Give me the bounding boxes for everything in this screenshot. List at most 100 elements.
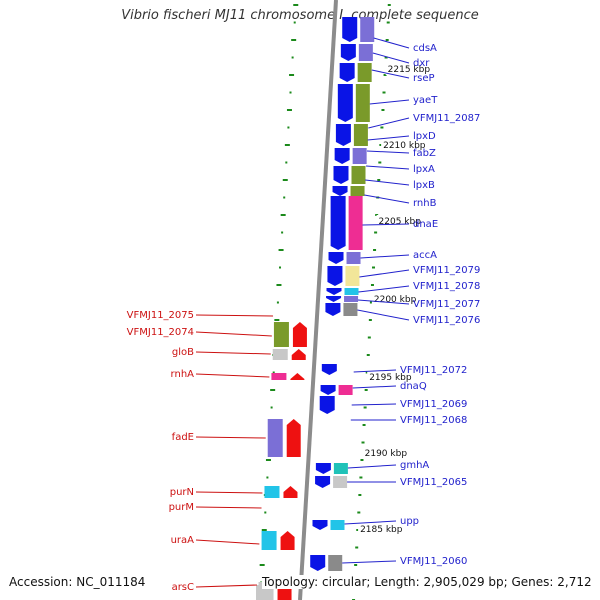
gene-label-vfmj11-2074: VFMJ11_2074 (127, 327, 194, 338)
label-leader (195, 373, 270, 378)
tick-mark (287, 126, 290, 129)
label-leader (195, 491, 263, 494)
label-leader (342, 560, 397, 564)
tick-mark (286, 109, 292, 111)
gene-label-glob: gloB (172, 347, 194, 358)
gene-block (344, 288, 359, 295)
gene-label-dxr: dxr (413, 58, 430, 69)
gene-arrow (326, 296, 342, 302)
gene-block (264, 486, 280, 498)
tick-mark (385, 39, 389, 41)
gene-label-acca: accA (413, 250, 437, 261)
gene-label-uraa: uraA (171, 535, 195, 546)
scale-label: 2215 kbp (388, 65, 431, 75)
tick-mark (380, 126, 384, 129)
label-leader (360, 254, 410, 259)
scale-label-bg (381, 139, 428, 151)
tick-mark (361, 441, 365, 444)
tick-mark (386, 21, 390, 24)
gene-block (355, 84, 370, 122)
gene-block (345, 266, 360, 286)
gene-label-purm: purM (169, 502, 194, 513)
tick-mark (283, 196, 286, 199)
gene-label-rsep: rseP (413, 73, 435, 84)
gene-arrow (315, 476, 331, 488)
gene-label-arsc: arsC (172, 582, 194, 593)
tick-mark (369, 301, 373, 304)
tick-mark (276, 284, 282, 286)
gene-arrow (342, 17, 358, 42)
gene-label-vfmj11-2076: VFMJ11_2076 (413, 315, 480, 326)
tick-mark (378, 161, 382, 164)
tick-mark (360, 459, 364, 461)
label-leader (351, 403, 397, 406)
gene-arrow (312, 520, 328, 530)
gene-block (338, 385, 353, 395)
scale-labels: 2215 kbp 2210 kbp 2205 kbp 2200 kbp 2195 kbp… (358, 63, 432, 535)
gene-label-gmha: gmhA (400, 460, 429, 471)
gene-label-fade: fadE (172, 432, 194, 443)
gene-label-yaet: yaeT (413, 95, 438, 106)
gene-arrow (330, 196, 346, 250)
gene-block (333, 476, 348, 488)
tick-mark (356, 529, 360, 531)
chromosome-backbone (298, 0, 338, 600)
label-leader (369, 99, 410, 105)
gene-arrow (315, 463, 331, 474)
gene-label-dnae: dnaE (413, 219, 438, 230)
gene-label-rnhb: rnhB (413, 198, 437, 209)
label-leader (347, 464, 397, 469)
gene-block (348, 196, 363, 250)
gene-label-vfmj11-2077: VFMJ11_2077 (413, 299, 480, 310)
gene-label-lpxb: lpxB (413, 180, 435, 191)
label-leader (195, 539, 260, 545)
tick-mark (291, 39, 297, 41)
gene-label-vfmj11-2075: VFMJ11_2075 (127, 310, 194, 321)
tick-mark (358, 494, 362, 496)
tick-mark (270, 389, 276, 391)
tick-mark (284, 144, 290, 146)
tick-mark (359, 476, 363, 479)
gene-block (256, 585, 264, 600)
gene-label-lpxa: lpxA (413, 164, 435, 175)
tick-mark (270, 406, 273, 409)
scale-ticks (257, 4, 391, 600)
tick-mark (274, 319, 280, 321)
accession-text: Accession: NC_011184 (9, 575, 146, 589)
gene-block (273, 322, 289, 347)
gene-block (267, 419, 283, 457)
tick-mark (261, 529, 267, 531)
tick-mark (259, 564, 265, 566)
scale-label-bg (358, 523, 405, 535)
gene-arrow (283, 486, 298, 498)
label-leader (344, 520, 397, 525)
tick-mark (367, 336, 371, 339)
tick-mark (281, 231, 284, 234)
tick-mark (377, 179, 381, 181)
label-leader (366, 165, 410, 170)
label-leader (195, 584, 257, 588)
scale-label-bg (367, 371, 414, 383)
label-leader (358, 285, 410, 293)
gene-block (353, 124, 368, 146)
tick-mark (381, 109, 385, 111)
tick-mark (382, 91, 386, 94)
label-leader (368, 117, 410, 129)
gene-block (328, 555, 343, 571)
scale-label-bg (385, 63, 432, 75)
tick-mark (355, 546, 359, 549)
tick-mark (366, 354, 370, 356)
tick-mark (383, 74, 387, 76)
label-leader (357, 309, 410, 321)
gene-block (351, 166, 366, 184)
gene-block (261, 531, 277, 550)
gene-label-dnaq: dnaQ (400, 381, 427, 392)
genome-summary: Topology: circular; Length: 2,905,029 bp… (262, 575, 592, 589)
gene-label-vfmj11-2069: VFMJ11_2069 (400, 399, 467, 410)
label-leader (366, 150, 410, 154)
gene-label-purn: purN (170, 487, 194, 498)
tick-mark (278, 249, 284, 251)
tick-mark (368, 319, 372, 321)
gene-label-vfmj11-2060: VFMJ11_2060 (400, 556, 467, 567)
